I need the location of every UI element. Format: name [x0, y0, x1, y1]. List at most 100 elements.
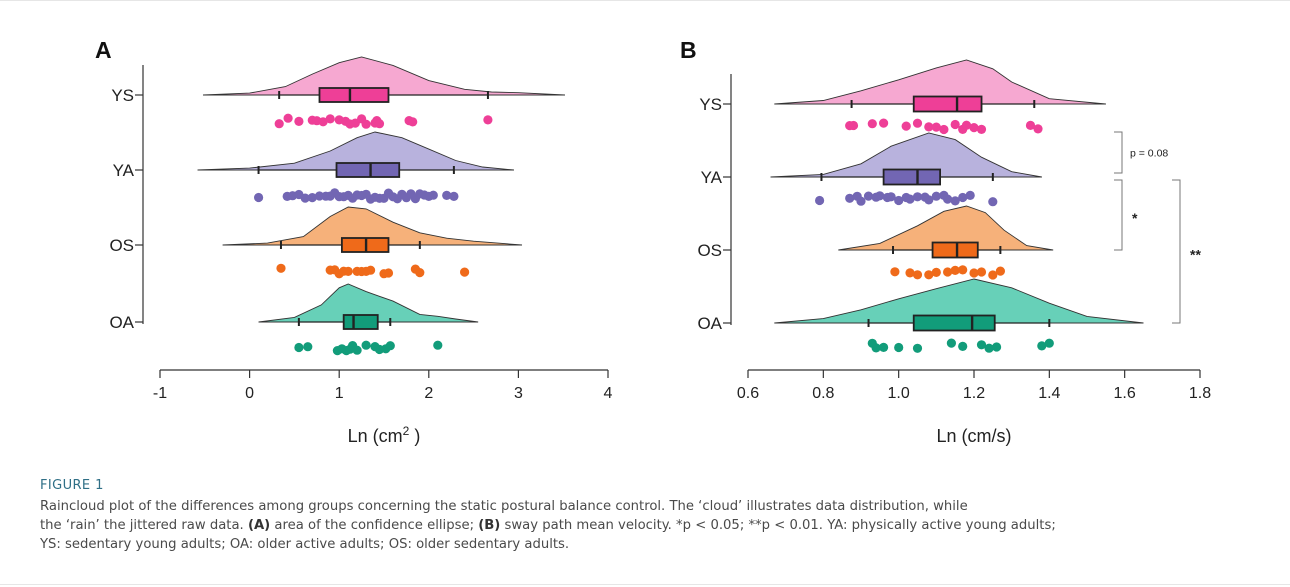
significance-bracket [1114, 179, 1123, 251]
x-tick-label: -1 [153, 385, 167, 402]
rain-point [886, 192, 896, 202]
rain-point [856, 196, 866, 206]
box-oa [342, 314, 379, 330]
density-cloud-oa [774, 278, 1144, 324]
group-label-ya: YA [701, 168, 723, 187]
x-tick-label: 0.8 [812, 385, 834, 402]
rain-point [276, 263, 286, 273]
density-cloud-ys [202, 56, 566, 96]
box-ys [912, 95, 983, 113]
box-ys [318, 87, 390, 103]
group-label-oa: OA [109, 313, 134, 332]
rain-point [969, 268, 979, 278]
group-label-os: OS [109, 236, 134, 255]
rain-point [931, 122, 941, 132]
significance-label: p = 0.08 [1130, 148, 1168, 160]
rain-point [318, 117, 328, 127]
rain-point [449, 191, 459, 201]
rain-point [303, 342, 313, 352]
rain-point [901, 121, 911, 131]
caption-text: Raincloud plot of the differences among … [40, 497, 1270, 554]
caption-line-2-start: the ‘rain’ the jittered raw data. [40, 518, 248, 533]
box-ya [882, 168, 941, 186]
rain-point [428, 190, 438, 200]
caption-panel-b-label: (B) [478, 518, 501, 533]
rain-point [946, 338, 957, 348]
significance-bracket [1114, 131, 1123, 174]
rain-point [848, 120, 859, 131]
box-oa [912, 314, 996, 332]
rain-point [1033, 124, 1043, 134]
rain-point [307, 193, 317, 203]
rain-point [912, 192, 923, 202]
rain-point [408, 117, 418, 127]
panel-label: A [95, 37, 112, 63]
rain-point [965, 190, 975, 200]
rain-point [950, 265, 960, 275]
rain-point [433, 340, 443, 350]
panel-b: B 0.6 0.8 1.0 1.2 1.4 1.6 1.8 Ln (cm/s) YS YA OS OA p… [680, 37, 1211, 446]
rain-point [1025, 120, 1036, 130]
rain-point [950, 119, 960, 130]
rain-point [939, 124, 949, 135]
rain-point [958, 265, 968, 275]
caption-panel-a-label: (A) [247, 518, 271, 533]
x-tick-label: 0 [245, 385, 254, 402]
x-axis-label-tail: ) [409, 426, 420, 446]
rain-point [294, 116, 304, 126]
x-tick-label: 1 [335, 385, 344, 402]
rain-point [894, 195, 904, 206]
rain-point [879, 118, 889, 128]
caption-line-1: Raincloud plot of the differences among … [40, 499, 968, 514]
rain-point [988, 197, 998, 207]
x-tick-label: 1.6 [1114, 385, 1136, 402]
rain-point [976, 340, 987, 350]
figure-caption: FIGURE 1 Raincloud plot of the differenc… [40, 478, 1270, 554]
rain-point [875, 191, 885, 201]
rain-point [867, 119, 877, 129]
rain-point [976, 267, 987, 277]
rain-point [924, 122, 934, 132]
rain-point [442, 190, 452, 200]
group-label-ys: YS [699, 95, 722, 114]
rain-point [958, 341, 968, 351]
rain-point [374, 119, 385, 129]
caption-panel-b-text: sway path mean velocity. *p < 0.05; **p … [500, 518, 1056, 533]
group-label-os: OS [697, 241, 722, 260]
rain-point [325, 114, 335, 124]
x-axis-label-superscript: 2 [403, 424, 410, 438]
x-axis-label-main: Ln (cm [348, 426, 403, 446]
rain-point [984, 343, 994, 353]
rain-point [905, 194, 915, 204]
density-cloud-oa [258, 283, 479, 323]
box-ya [335, 162, 401, 178]
rain-point [283, 113, 293, 123]
rain-point [905, 268, 915, 278]
box-os [931, 241, 979, 259]
x-axis-label: Ln (cm/s) [936, 426, 1011, 446]
group-label-ya: YA [113, 161, 135, 180]
rain-point [969, 123, 979, 133]
significance-bracket [1172, 179, 1181, 324]
rain-point [976, 124, 987, 134]
rain-point [912, 343, 923, 353]
rain-point [352, 345, 362, 355]
rain-point [992, 342, 1002, 352]
rain-point [931, 191, 941, 201]
rain-point [931, 267, 941, 277]
rain-point [385, 341, 395, 351]
rain-point [1037, 341, 1047, 351]
x-axis-label-main: Ln (cm/s) [936, 426, 1011, 446]
density-cloud-os [838, 205, 1054, 251]
rain-point [1044, 338, 1054, 348]
rain-point [254, 192, 264, 203]
top-divider [0, 0, 1290, 1]
rain-point [415, 268, 425, 278]
panel-label: B [680, 37, 697, 63]
rain-point [383, 268, 394, 278]
caption-line-3: YS: sedentary young adults; OA: older ac… [40, 537, 570, 552]
rain-point [815, 195, 825, 206]
rain-point [366, 265, 376, 275]
